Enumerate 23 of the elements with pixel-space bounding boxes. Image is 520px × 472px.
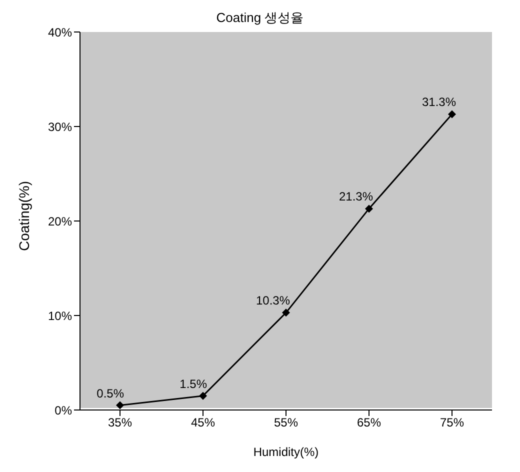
- text: 10.3%: [256, 294, 290, 308]
- y-tick-label: 10%: [48, 308, 72, 323]
- x-tick-label: 75%: [440, 416, 464, 430]
- point: [365, 204, 373, 213]
- x-tick-label: 55%: [274, 416, 298, 430]
- point: [448, 110, 456, 118]
- y-tick-label: 40%: [48, 25, 72, 40]
- text: 31.3%: [422, 95, 456, 110]
- x-tick-label: 65%: [356, 416, 382, 430]
- text: 21.3%: [338, 190, 373, 204]
- point: [282, 308, 290, 317]
- y-tick-label: 20%: [48, 214, 72, 228]
- x-axis-title: Humidity(%): [253, 445, 319, 459]
- point: [199, 392, 207, 400]
- text: 1.5%: [180, 376, 207, 391]
- y-tick-label: 0%: [54, 403, 72, 418]
- point: [116, 401, 124, 410]
- y-axis-title: Coating(%): [16, 180, 32, 251]
- text: 0.5%: [96, 386, 124, 400]
- y-tick-label: 30%: [48, 120, 72, 134]
- x-tick-label: 35%: [108, 416, 132, 430]
- chart-title: Coating 생성율: [216, 10, 304, 25]
- x-tick-label: 45%: [190, 416, 216, 430]
